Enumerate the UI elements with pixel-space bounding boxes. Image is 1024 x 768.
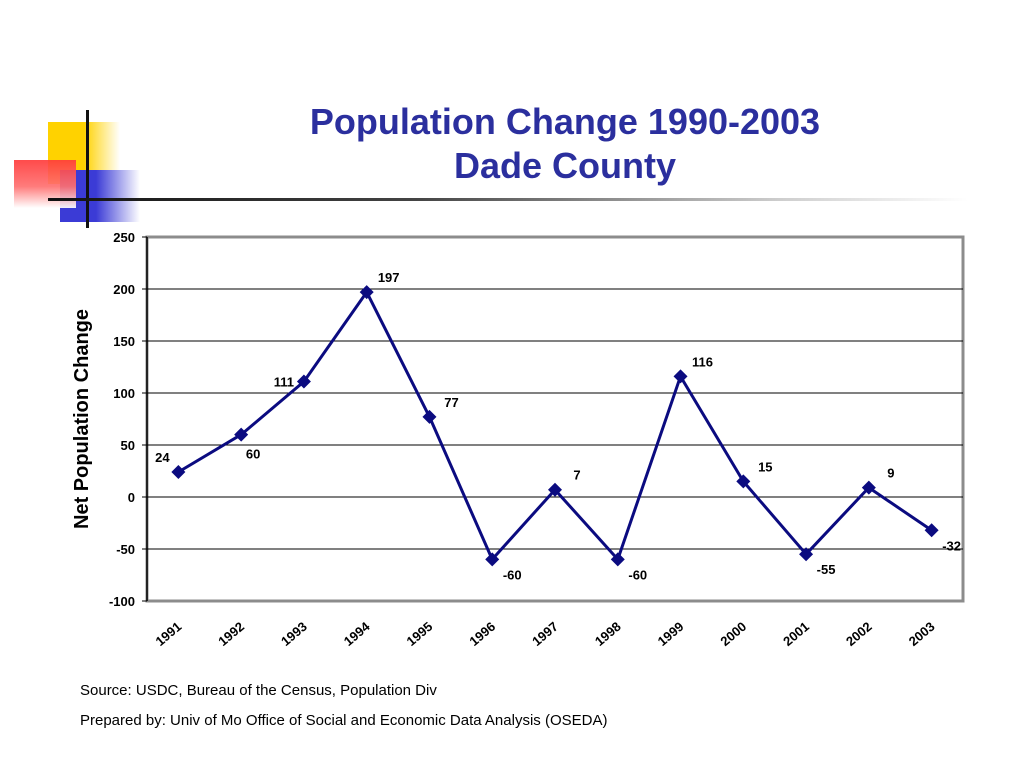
y-tick-label: 150	[113, 334, 135, 349]
y-tick-label: -50	[116, 542, 135, 557]
y-axis-title: Net Population Change	[71, 309, 93, 529]
data-point-marker	[548, 482, 562, 497]
data-label: 77	[444, 395, 458, 410]
data-label: -55	[817, 562, 836, 577]
x-tick-label: 1997	[529, 619, 561, 649]
deco-graphic	[0, 100, 968, 230]
slide-title: Population Change 1990-2003 Dade County	[230, 100, 900, 188]
x-tick-label: 2002	[843, 619, 875, 649]
y-tick-label: 200	[113, 282, 135, 297]
data-label: 60	[246, 447, 260, 462]
x-tick-label: 2003	[906, 619, 938, 649]
data-point-marker	[234, 427, 249, 442]
data-label: 15	[758, 459, 772, 474]
data-point-marker	[485, 552, 500, 567]
x-tick-label: 1999	[655, 619, 687, 649]
data-point-marker	[422, 409, 437, 424]
data-point-marker	[924, 523, 939, 538]
x-tick-label: 2001	[780, 619, 812, 649]
y-tick-label: 250	[113, 230, 135, 245]
x-tick-label: 1992	[215, 619, 247, 649]
data-label: -60	[503, 567, 522, 582]
y-tick-label: 100	[113, 386, 135, 401]
data-point-marker	[861, 480, 876, 495]
x-tick-label: 1994	[341, 618, 373, 649]
y-tick-label: 0	[128, 490, 135, 505]
data-label: 116	[692, 354, 713, 369]
x-tick-label: 1998	[592, 619, 624, 649]
title-line-2: Dade County	[453, 145, 676, 186]
x-tick-label: 1996	[466, 619, 498, 649]
y-tick-label: -100	[109, 594, 135, 609]
source-note: Source: USDC, Bureau of the Census, Popu…	[80, 682, 437, 699]
x-tick-label: 2000	[717, 619, 749, 649]
x-tick-label: 1995	[404, 619, 436, 649]
data-point-marker	[171, 465, 186, 480]
data-label: 197	[378, 270, 400, 285]
x-tick-label: 1993	[278, 619, 310, 649]
prepared-by-note: Prepared by: Univ of Mo Office of Social…	[80, 712, 608, 729]
data-label: 24	[155, 450, 170, 465]
data-point-marker	[736, 474, 751, 489]
data-point-marker	[673, 369, 688, 384]
data-label: -60	[628, 567, 647, 582]
y-tick-label: 50	[121, 438, 135, 453]
deco-horizontal-line	[48, 198, 968, 201]
data-point-marker	[610, 552, 625, 567]
data-label: 9	[887, 466, 894, 481]
data-label: -32	[942, 538, 961, 553]
plot-area	[145, 235, 965, 603]
data-point-marker	[799, 547, 814, 562]
x-tick-label: 1991	[153, 619, 185, 649]
data-point-marker	[359, 285, 374, 300]
data-point-marker	[296, 374, 311, 389]
data-label: 111	[274, 375, 294, 390]
data-label: 7	[573, 468, 580, 483]
title-line-1: Population Change 1990-2003	[309, 101, 821, 142]
deco-vertical-line	[86, 110, 89, 228]
